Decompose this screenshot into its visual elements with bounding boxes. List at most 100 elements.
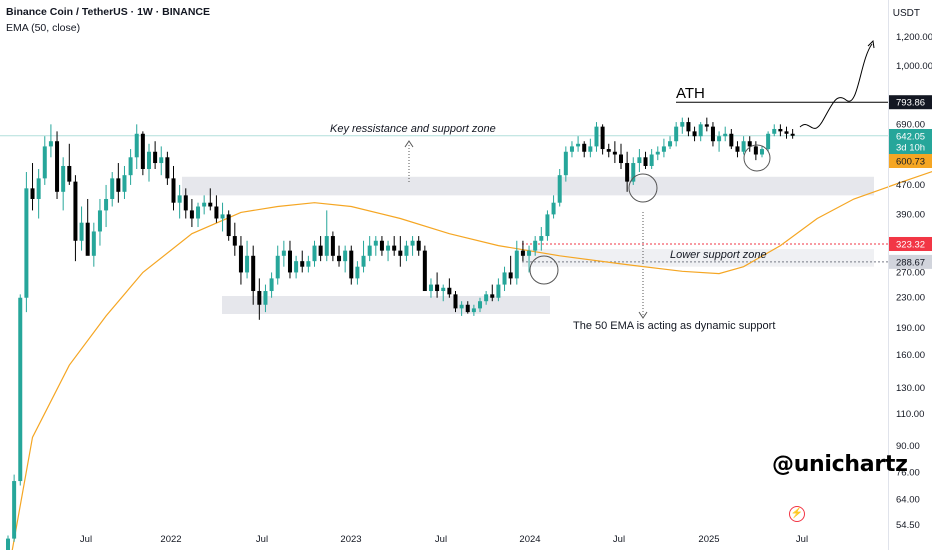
candle-body (704, 124, 709, 127)
x-tick-label: Jul (80, 534, 92, 545)
candle-body (159, 157, 164, 164)
candle-body (116, 178, 121, 192)
candle-body (686, 122, 691, 132)
candle-body (569, 146, 574, 152)
candle-body (110, 178, 115, 199)
candle-body (337, 255, 342, 262)
candle-body (251, 255, 256, 292)
candle-body (349, 250, 354, 279)
y-tick-label: 230.00 (896, 293, 925, 304)
candle-body (533, 240, 538, 251)
flash-icon[interactable]: ⚡ (789, 506, 805, 522)
lower-left-support-zone (222, 296, 550, 314)
price-badge-label: 3d 10h (896, 143, 925, 154)
price-badge-label: 288.67 (896, 257, 925, 268)
x-tick-label: Jul (613, 534, 625, 545)
y-tick-label: 390.00 (896, 209, 925, 220)
indicator-label: EMA (50, close) (6, 22, 81, 34)
y-tick-label: 690.00 (896, 119, 925, 130)
candle-body (312, 245, 317, 262)
candle-body (208, 202, 213, 207)
candle-body (171, 178, 176, 203)
x-tick-label: 2025 (698, 534, 719, 545)
candle-body (563, 151, 568, 176)
candle-body (183, 195, 188, 211)
price-axis-separator (888, 0, 889, 550)
candle-body (772, 128, 777, 134)
candle-body (668, 141, 673, 147)
candle-body (717, 136, 722, 142)
candle-body (753, 146, 758, 155)
candle-body (97, 210, 102, 232)
candle-body (459, 304, 464, 309)
candle-body (398, 250, 403, 256)
candle-body (619, 154, 623, 164)
candle-body (324, 236, 329, 256)
candle-body (379, 240, 384, 251)
candle-body (373, 240, 378, 246)
candle-body (232, 236, 237, 246)
candle-body (36, 178, 41, 199)
candle-body (655, 151, 660, 155)
y-tick-label: 1,000.00 (896, 61, 932, 72)
candle-body (551, 202, 556, 215)
highlight-circle (743, 144, 771, 172)
candle-body (91, 231, 96, 256)
y-tick-label: 64.00 (896, 495, 920, 506)
candle-body (735, 146, 740, 152)
symbol-title: Binance Coin / TetherUS · 1W · BINANCE (6, 6, 210, 18)
candle-body (680, 122, 685, 127)
candle-body (42, 146, 47, 179)
candle-body (281, 250, 286, 256)
candle-body (723, 133, 728, 137)
projection-arrow-head (867, 39, 875, 49)
candle-body (698, 124, 703, 137)
ema-support-note: The 50 EMA is acting as dynamic support (573, 320, 776, 332)
price-badge-label: 323.32 (896, 239, 925, 250)
y-tick-label: 130.00 (896, 383, 925, 394)
candle-body (355, 266, 360, 279)
candle-body (557, 175, 562, 203)
y-tick-label: 76.00 (896, 468, 920, 479)
candle-body (269, 278, 274, 292)
candle-body (747, 141, 752, 147)
candle-body (588, 146, 593, 152)
candle-body (104, 198, 109, 211)
candle-body (502, 272, 507, 285)
price-badge-label: 793.86 (896, 98, 925, 109)
y-tick-label: 110.00 (896, 409, 924, 420)
candle-body (790, 133, 795, 136)
candle-body (612, 151, 617, 155)
candle-body (471, 308, 476, 313)
candle-body (386, 245, 391, 251)
key-resistance-zone (182, 176, 874, 196)
candle-body (128, 157, 133, 176)
x-tick-label: Jul (256, 534, 268, 545)
x-tick-label: Jul (435, 534, 447, 545)
candle-body (48, 141, 53, 147)
candle-body (392, 245, 397, 251)
price-badge (889, 154, 932, 168)
ema-50-line (11, 171, 932, 550)
candle-body (196, 206, 201, 219)
candle-body (729, 133, 734, 147)
price-badge (889, 95, 932, 110)
x-tick-label: 2024 (519, 534, 540, 545)
candle-body (300, 261, 305, 267)
y-tick-label: 470.00 (896, 180, 925, 191)
x-tick-label: 2022 (160, 534, 181, 545)
y-tick-label: 160.00 (896, 350, 925, 361)
candle-body (508, 272, 513, 279)
candle-body (165, 157, 170, 179)
candle-body (416, 240, 421, 251)
candle-body (625, 163, 630, 182)
candle-body (576, 143, 581, 147)
candle-body (484, 294, 489, 302)
price-badge (889, 254, 932, 269)
candle-body (741, 141, 746, 152)
candle-body (294, 261, 299, 273)
candle-body (55, 141, 60, 192)
candle-body (674, 126, 679, 142)
candle-body (214, 206, 219, 219)
